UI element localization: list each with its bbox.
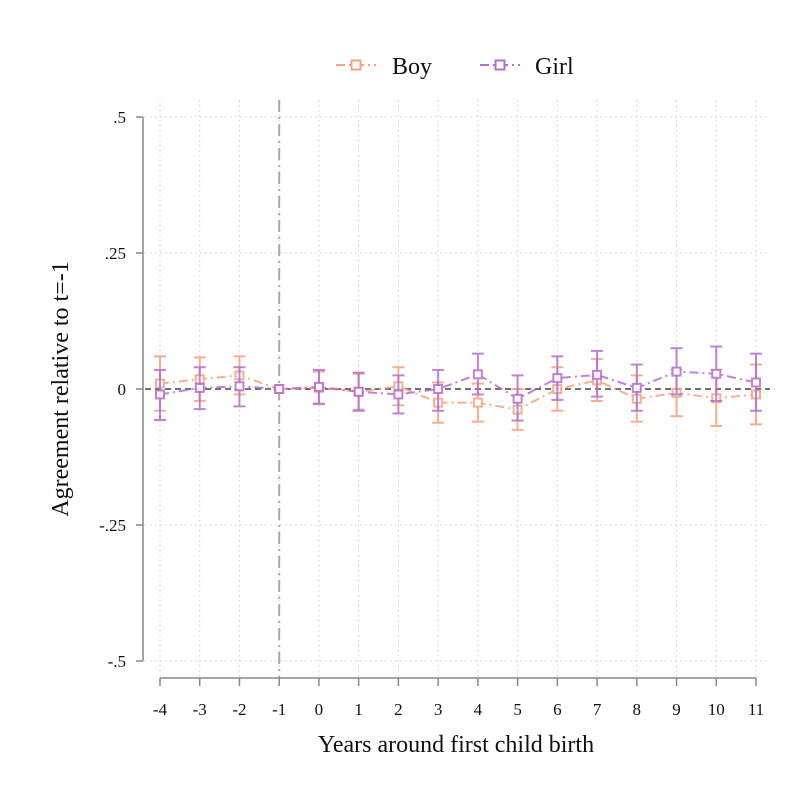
data-point <box>472 369 483 380</box>
legend-marker-swatch <box>350 59 362 71</box>
y-tick-label: .5 <box>113 108 126 127</box>
data-point <box>552 373 563 384</box>
x-tick-label: 7 <box>593 700 602 719</box>
data-point <box>234 381 245 392</box>
legend-label: Boy <box>392 54 432 80</box>
y-tick-label: -.5 <box>108 652 126 671</box>
data-point <box>274 384 285 394</box>
x-tick-label: 10 <box>708 700 725 719</box>
data-point <box>751 377 761 388</box>
x-tick-label: 1 <box>354 700 363 719</box>
data-point <box>313 381 324 392</box>
data-point <box>155 389 165 400</box>
x-tick-label: -4 <box>153 700 168 719</box>
x-tick-label: -1 <box>272 700 286 719</box>
legend-label: Girl <box>535 54 574 80</box>
data-point <box>194 382 205 393</box>
y-tick-label: .25 <box>105 244 126 263</box>
data-point <box>631 382 642 393</box>
y-tick-label: 0 <box>118 380 127 399</box>
x-tick-label: 4 <box>474 700 483 719</box>
x-tick-label: 9 <box>672 700 681 719</box>
x-tick-label: 8 <box>633 700 642 719</box>
x-tick-label: 5 <box>513 700 522 719</box>
series-girl <box>154 345 762 422</box>
x-tick-label: 3 <box>434 700 443 719</box>
data-point <box>711 368 722 379</box>
legend-item-girl: Girl <box>480 54 574 80</box>
legend-marker-swatch <box>494 59 506 71</box>
data-point <box>472 397 483 408</box>
data-point <box>433 384 444 394</box>
x-tick-label: 11 <box>748 700 764 719</box>
x-tick-label: 0 <box>315 700 324 719</box>
data-point <box>353 386 364 397</box>
legend-item-boy: Boy <box>336 54 432 80</box>
x-tick-label: 2 <box>394 700 403 719</box>
y-axis-title: Agreement relative to t=-1 <box>48 261 74 516</box>
series-line <box>159 370 757 400</box>
x-axis-title: Years around first child birth <box>318 732 594 758</box>
x-tick-label: -3 <box>193 700 207 719</box>
data-point <box>671 366 682 377</box>
series-line <box>159 374 757 411</box>
data-point <box>592 369 603 380</box>
axes: .5 .25 0 -.25 -.5 -4 -3 -2 -1 0 1 2 3 4 5 6 7 8 9 10 11 <box>99 108 764 719</box>
data-point <box>393 389 404 400</box>
legend: Boy Girl <box>336 54 574 80</box>
y-tick-label: -.25 <box>99 516 126 535</box>
grid-lines <box>145 100 770 678</box>
data-point <box>512 393 523 404</box>
series-layer <box>154 345 762 431</box>
x-tick-label: -2 <box>232 700 246 719</box>
x-tick-label: 6 <box>553 700 562 719</box>
